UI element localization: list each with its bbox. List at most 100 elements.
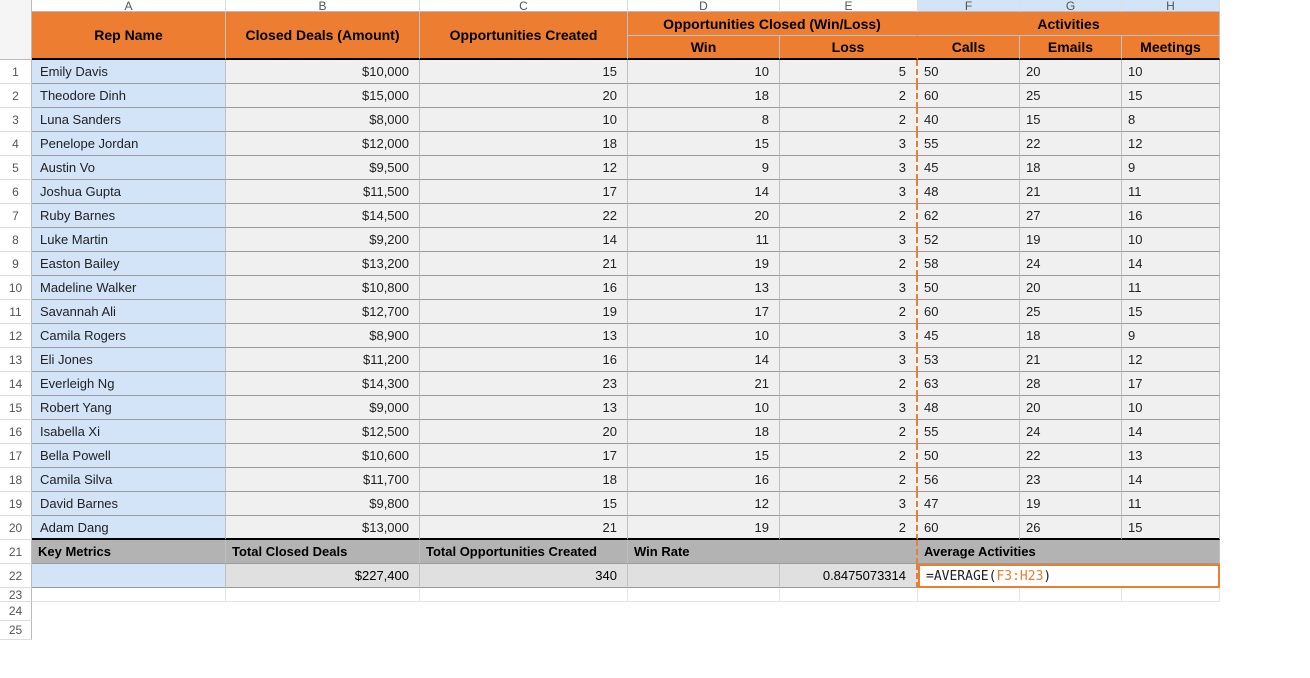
loss-cell[interactable]: 3	[780, 132, 918, 156]
row-header-20[interactable]: 20	[0, 516, 32, 540]
closed-deals-cell[interactable]: $9,000	[226, 396, 420, 420]
calls-cell[interactable]: 48	[918, 180, 1020, 204]
win-rate-val[interactable]: 0.8475073314	[780, 564, 918, 588]
row-header-24[interactable]: 24	[0, 602, 32, 621]
col-header-H[interactable]: H	[1122, 0, 1220, 12]
rep-name-cell[interactable]: David Barnes	[32, 492, 226, 516]
opps-created-cell[interactable]: 23	[420, 372, 628, 396]
row-header-3[interactable]: 3	[0, 108, 32, 132]
closed-deals-cell[interactable]: $12,000	[226, 132, 420, 156]
blank-cell[interactable]	[420, 588, 628, 602]
row-header-9[interactable]: 9	[0, 252, 32, 276]
col-header-G[interactable]: G	[1020, 0, 1122, 12]
row-header-4[interactable]: 4	[0, 132, 32, 156]
closed-deals-cell[interactable]: $13,000	[226, 516, 420, 540]
closed-deals-cell[interactable]: $14,300	[226, 372, 420, 396]
opps-created-cell[interactable]: 13	[420, 324, 628, 348]
loss-cell[interactable]: 2	[780, 468, 918, 492]
rep-name-cell[interactable]: Joshua Gupta	[32, 180, 226, 204]
win-cell[interactable]: 20	[628, 204, 780, 228]
rep-name-cell[interactable]: Luke Martin	[32, 228, 226, 252]
rep-name-cell[interactable]: Austin Vo	[32, 156, 226, 180]
calls-cell[interactable]: 45	[918, 156, 1020, 180]
row-header-19[interactable]: 19	[0, 492, 32, 516]
meetings-cell[interactable]: 15	[1122, 300, 1220, 324]
row-header-6[interactable]: 6	[0, 180, 32, 204]
emails-cell[interactable]: 22	[1020, 132, 1122, 156]
opps-created-cell[interactable]: 21	[420, 516, 628, 540]
emails-cell[interactable]: 20	[1020, 396, 1122, 420]
win-cell[interactable]: 17	[628, 300, 780, 324]
emails-cell[interactable]: 23	[1020, 468, 1122, 492]
emails-cell[interactable]: 27	[1020, 204, 1122, 228]
rep-name-cell[interactable]: Isabella Xi	[32, 420, 226, 444]
row-header-8[interactable]: 8	[0, 228, 32, 252]
opps-created-cell[interactable]: 18	[420, 132, 628, 156]
blank-cell[interactable]	[780, 588, 918, 602]
col-header-B[interactable]: B	[226, 0, 420, 12]
win-cell[interactable]: 13	[628, 276, 780, 300]
rep-name-cell[interactable]: Robert Yang	[32, 396, 226, 420]
win-cell[interactable]: 10	[628, 396, 780, 420]
win-cell[interactable]: 18	[628, 84, 780, 108]
closed-deals-cell[interactable]: $14,500	[226, 204, 420, 228]
opps-created-cell[interactable]: 20	[420, 420, 628, 444]
meetings-cell[interactable]: 16	[1122, 204, 1220, 228]
meetings-cell[interactable]: 11	[1122, 492, 1220, 516]
opps-created-cell[interactable]: 15	[420, 60, 628, 84]
calls-cell[interactable]: 52	[918, 228, 1020, 252]
opps-created-cell[interactable]: 12	[420, 156, 628, 180]
row-header-2[interactable]: 2	[0, 84, 32, 108]
meetings-cell[interactable]: 15	[1122, 84, 1220, 108]
closed-deals-cell[interactable]: $10,600	[226, 444, 420, 468]
col-header-F[interactable]: F	[918, 0, 1020, 12]
opps-created-cell[interactable]: 17	[420, 444, 628, 468]
loss-cell[interactable]: 3	[780, 396, 918, 420]
row-header-1[interactable]: 1	[0, 60, 32, 84]
closed-deals-cell[interactable]: $11,200	[226, 348, 420, 372]
calls-cell[interactable]: 40	[918, 108, 1020, 132]
loss-cell[interactable]: 2	[780, 84, 918, 108]
emails-cell[interactable]: 24	[1020, 252, 1122, 276]
row-header-25[interactable]: 25	[0, 621, 32, 640]
emails-cell[interactable]: 24	[1020, 420, 1122, 444]
calls-cell[interactable]: 50	[918, 444, 1020, 468]
calls-cell[interactable]: 50	[918, 276, 1020, 300]
loss-cell[interactable]: 2	[780, 516, 918, 540]
loss-cell[interactable]: 3	[780, 156, 918, 180]
emails-cell[interactable]: 19	[1020, 492, 1122, 516]
calls-cell[interactable]: 48	[918, 396, 1020, 420]
win-cell[interactable]: 8	[628, 108, 780, 132]
loss-cell[interactable]: 3	[780, 348, 918, 372]
emails-cell[interactable]: 25	[1020, 300, 1122, 324]
meetings-cell[interactable]: 10	[1122, 228, 1220, 252]
calls-cell[interactable]: 45	[918, 324, 1020, 348]
meetings-cell[interactable]: 11	[1122, 180, 1220, 204]
emails-cell[interactable]: 25	[1020, 84, 1122, 108]
meetings-cell[interactable]: 17	[1122, 372, 1220, 396]
meetings-cell[interactable]: 11	[1122, 276, 1220, 300]
emails-cell[interactable]: 28	[1020, 372, 1122, 396]
calls-cell[interactable]: 53	[918, 348, 1020, 372]
rep-name-cell[interactable]: Theodore Dinh	[32, 84, 226, 108]
rep-name-cell[interactable]: Easton Bailey	[32, 252, 226, 276]
emails-cell[interactable]: 20	[1020, 60, 1122, 84]
win-cell[interactable]: 18	[628, 420, 780, 444]
calls-cell[interactable]: 60	[918, 300, 1020, 324]
row-header-22[interactable]: 22	[0, 564, 32, 588]
closed-deals-cell[interactable]: $9,500	[226, 156, 420, 180]
closed-deals-cell[interactable]: $11,500	[226, 180, 420, 204]
closed-deals-cell[interactable]: $8,900	[226, 324, 420, 348]
emails-cell[interactable]: 18	[1020, 324, 1122, 348]
win-cell[interactable]: 16	[628, 468, 780, 492]
win-cell[interactable]: 15	[628, 444, 780, 468]
loss-cell[interactable]: 2	[780, 300, 918, 324]
opps-created-cell[interactable]: 13	[420, 396, 628, 420]
closed-deals-cell[interactable]: $11,700	[226, 468, 420, 492]
closed-deals-cell[interactable]: $9,200	[226, 228, 420, 252]
opps-created-cell[interactable]: 16	[420, 348, 628, 372]
win-cell[interactable]: 11	[628, 228, 780, 252]
meetings-cell[interactable]: 10	[1122, 396, 1220, 420]
loss-cell[interactable]: 3	[780, 276, 918, 300]
closed-deals-cell[interactable]: $12,500	[226, 420, 420, 444]
